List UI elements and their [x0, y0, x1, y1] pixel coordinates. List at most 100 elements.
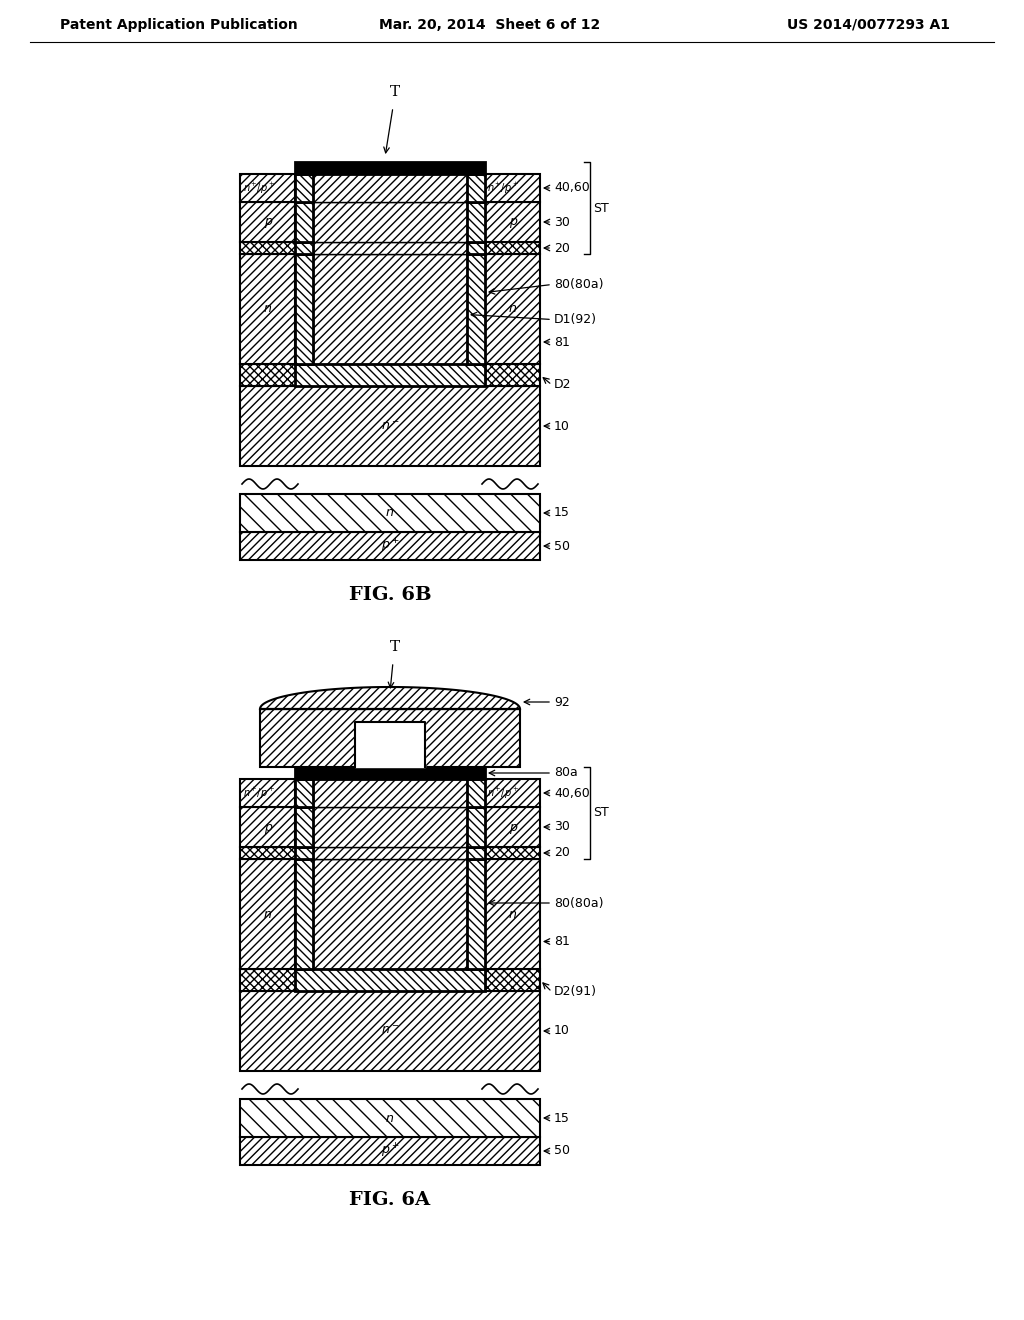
Bar: [313, 202, 467, 242]
Text: $n^+\!/p^+$: $n^+\!/p^+$: [487, 181, 519, 195]
Bar: [295, 779, 313, 807]
Text: 80(80a): 80(80a): [554, 896, 603, 909]
Bar: [295, 364, 485, 385]
Bar: [295, 767, 485, 779]
Text: $p^+$: $p^+$: [381, 537, 399, 556]
Text: $n^-$: $n^-$: [381, 420, 399, 433]
Text: FIG. 6B: FIG. 6B: [349, 586, 431, 605]
Text: p: p: [263, 215, 271, 228]
Bar: [240, 807, 295, 847]
Bar: [313, 847, 467, 859]
Text: US 2014/0077293 A1: US 2014/0077293 A1: [787, 18, 950, 32]
Text: Mar. 20, 2014  Sheet 6 of 12: Mar. 20, 2014 Sheet 6 of 12: [379, 18, 601, 32]
Bar: [467, 253, 485, 364]
Bar: [295, 859, 313, 969]
Bar: [240, 779, 295, 807]
Bar: [467, 174, 485, 202]
Bar: [485, 202, 540, 242]
Bar: [467, 859, 485, 969]
Bar: [295, 174, 313, 202]
Text: p: p: [509, 821, 516, 833]
Bar: [240, 202, 295, 242]
Bar: [240, 1100, 540, 1137]
Bar: [295, 969, 485, 991]
Bar: [467, 202, 485, 242]
Text: n: n: [263, 908, 271, 920]
Bar: [240, 859, 295, 969]
Text: 15: 15: [554, 507, 570, 520]
Bar: [313, 253, 467, 364]
Text: T: T: [390, 84, 400, 99]
Text: 15: 15: [554, 1111, 570, 1125]
Bar: [295, 162, 485, 174]
Text: p: p: [509, 215, 516, 228]
Text: n: n: [509, 302, 516, 315]
Bar: [485, 174, 540, 202]
Text: $n^-$: $n^-$: [381, 1024, 399, 1038]
Bar: [485, 807, 540, 847]
Text: n: n: [386, 1111, 394, 1125]
Text: 81: 81: [554, 335, 570, 348]
Text: $n^+\!/p^+$: $n^+\!/p^+$: [243, 181, 274, 195]
Text: p: p: [263, 821, 271, 833]
Text: Patent Application Publication: Patent Application Publication: [60, 18, 298, 32]
Text: 50: 50: [554, 1144, 570, 1158]
Text: 10: 10: [554, 1024, 570, 1038]
Text: T: T: [390, 640, 400, 653]
Text: 10: 10: [554, 420, 570, 433]
Bar: [295, 253, 313, 364]
Text: 30: 30: [554, 821, 570, 833]
Bar: [295, 847, 313, 859]
Text: ST: ST: [593, 807, 608, 820]
Text: $n^+\!/p^+$: $n^+\!/p^+$: [487, 785, 519, 800]
Bar: [240, 253, 295, 364]
Bar: [240, 494, 540, 532]
Bar: [313, 779, 467, 807]
Bar: [467, 807, 485, 847]
Bar: [295, 202, 313, 242]
Text: 80(80a): 80(80a): [554, 279, 603, 290]
Text: n: n: [509, 908, 516, 920]
Bar: [240, 991, 540, 1071]
Text: 80a: 80a: [554, 767, 578, 780]
Text: FIG. 6A: FIG. 6A: [349, 1191, 430, 1209]
Text: 40,60: 40,60: [554, 181, 590, 194]
Bar: [467, 779, 485, 807]
Text: ST: ST: [593, 202, 608, 214]
Bar: [313, 242, 467, 253]
Text: 92: 92: [554, 696, 569, 709]
Bar: [240, 364, 540, 385]
Text: $p^+$: $p^+$: [381, 1142, 399, 1160]
Text: n: n: [386, 507, 394, 520]
Bar: [240, 847, 540, 859]
Bar: [467, 242, 485, 253]
Bar: [240, 385, 540, 466]
Text: $n^+\!/p^+$: $n^+\!/p^+$: [243, 785, 274, 800]
Text: D2: D2: [554, 379, 571, 392]
Bar: [240, 532, 540, 560]
Bar: [313, 174, 467, 202]
Text: 20: 20: [554, 242, 570, 255]
Polygon shape: [260, 686, 520, 709]
Text: D2(91): D2(91): [554, 986, 597, 998]
Bar: [295, 242, 313, 253]
Text: 40,60: 40,60: [554, 787, 590, 800]
Polygon shape: [355, 722, 425, 767]
Text: 81: 81: [554, 935, 570, 948]
Text: 30: 30: [554, 215, 570, 228]
Bar: [313, 859, 467, 969]
Bar: [260, 709, 520, 767]
Bar: [240, 1137, 540, 1166]
Bar: [485, 253, 540, 364]
Text: 50: 50: [554, 540, 570, 553]
Text: 20: 20: [554, 846, 570, 859]
Bar: [485, 859, 540, 969]
Bar: [240, 174, 295, 202]
Bar: [240, 969, 540, 991]
Text: D1(92): D1(92): [554, 313, 597, 326]
Text: n: n: [263, 302, 271, 315]
Bar: [295, 807, 313, 847]
Bar: [313, 807, 467, 847]
Bar: [485, 779, 540, 807]
Bar: [467, 847, 485, 859]
